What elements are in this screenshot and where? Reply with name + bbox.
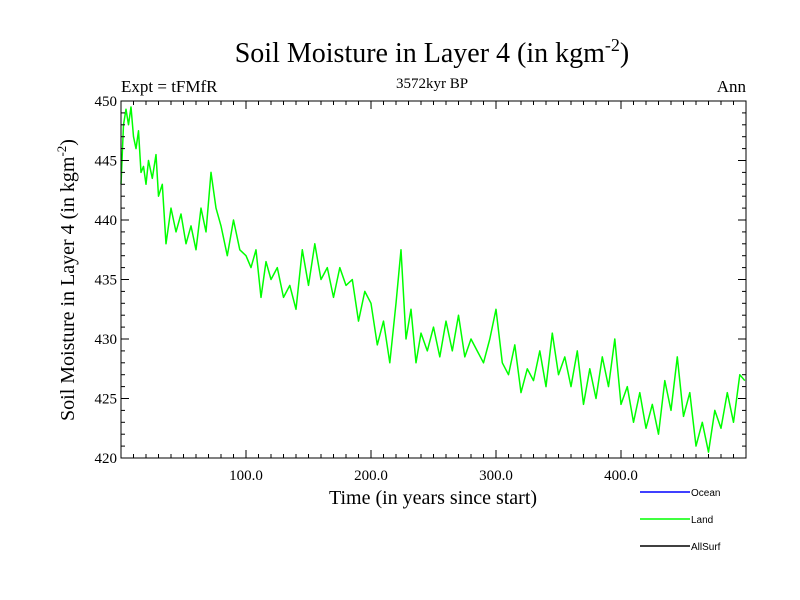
- legend-label-land: Land: [691, 515, 713, 526]
- legend-label-ocean: Ocean: [691, 488, 720, 499]
- y-tick-label: 435: [95, 273, 118, 289]
- x-tick-label: 100.0: [229, 468, 263, 484]
- x-tick-label: 300.0: [479, 468, 513, 484]
- y-axis-label: Soil Moisture in Layer 4 (in kgm-2): [54, 139, 79, 421]
- experiment-label: Expt = tFMfR: [121, 77, 218, 96]
- period-label: 3572kyr BP: [396, 76, 468, 92]
- y-tick-label: 450: [95, 94, 118, 110]
- y-tick-label: 445: [95, 154, 118, 170]
- legend: Ocean Land AllSurf: [640, 488, 721, 553]
- y-tick-label: 420: [95, 451, 118, 467]
- x-axis-label: Time (in years since start): [329, 487, 537, 509]
- plot-area: 100.0 200.0 300.0 400.0 420 425 430 435 440 445 45…: [95, 94, 747, 484]
- y-tick-label: 440: [95, 213, 118, 229]
- y-tick-label: 425: [95, 392, 118, 408]
- legend-label-allsurf: AllSurf: [691, 542, 721, 553]
- series-line-land: [120, 106, 746, 453]
- chart-title: Soil Moisture in Layer 4 (in kgm-2): [235, 35, 630, 69]
- y-tick-label: 430: [95, 332, 118, 348]
- x-tick-label: 400.0: [604, 468, 638, 484]
- season-label: Ann: [717, 77, 747, 96]
- x-tick-label: 200.0: [354, 468, 388, 484]
